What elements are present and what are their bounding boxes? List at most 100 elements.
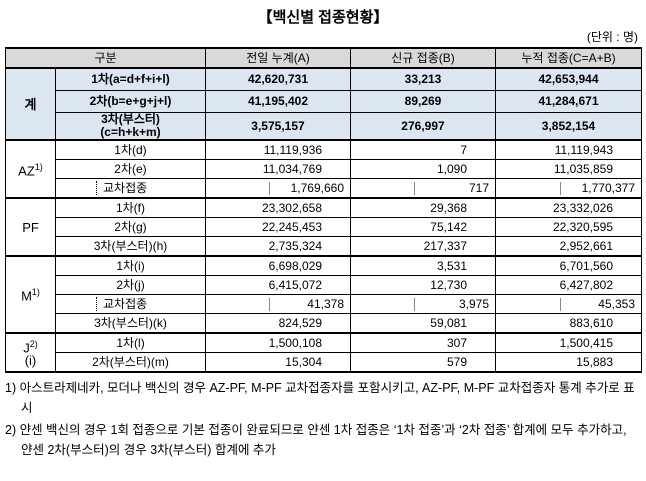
row-label: 3차(부스터) (c=h+k+m): [100, 112, 161, 139]
table-row: 교차접종 1,769,660 717 1,770,377: [6, 178, 642, 199]
row-label-cell: 1차(a=d+f+i+l): [55, 67, 206, 91]
value: 1,500,415: [559, 335, 613, 350]
row-label-cell: 2차(j): [55, 275, 206, 295]
table-row: 2차(g) 22,245,453 75,142 22,320,595: [6, 217, 642, 237]
value: 11,035,859: [553, 161, 613, 176]
value: 2,735,324: [268, 238, 322, 253]
value-cell: 42,620,731: [205, 67, 351, 91]
group-label: M: [21, 288, 32, 304]
vaccine-table: 구분 전일 누계(A) 신규 접종(B) 누적 접종(C=A+B) 계 1차(a=…: [5, 47, 642, 373]
value: 45,353: [559, 297, 635, 311]
row-label: 1차(f): [115, 200, 146, 215]
value: 22,245,453: [261, 219, 322, 234]
value: 7: [460, 142, 467, 157]
unit: (단위 : 명): [586, 30, 638, 44]
value-cell: 11,119,936: [205, 139, 351, 160]
value: 6,701,560: [559, 258, 613, 273]
value-cell: 41,195,402: [205, 90, 351, 113]
value-cell: 23,302,658: [205, 197, 351, 218]
value-cell: 42,653,944: [495, 67, 642, 91]
table-row: M1) 1차(i) 6,698,029 3,531 6,701,560: [5, 255, 642, 334]
table-row: 교차접종 41,378 3,975 45,353: [6, 294, 642, 314]
row-label: 3차(부스터)(h): [93, 238, 168, 253]
value: 6,698,029: [268, 258, 322, 273]
value: 217,337: [423, 238, 467, 253]
group-cell: PF: [5, 197, 56, 257]
value-cell: 2,735,324: [205, 236, 351, 257]
table-row: 3차(부스터) (c=h+k+m) 3,575,157 276,997 3,852,1…: [6, 112, 642, 141]
value-cell: 15,304: [205, 352, 351, 373]
value: 15,304: [285, 354, 322, 369]
value: 1,769,660: [269, 181, 344, 195]
value: 42,653,944: [538, 72, 599, 86]
group-cell: J2) (i): [5, 332, 56, 373]
table-row: 계 1차(a=d+f+i+l) 42,620,731 33,213 42,653,944: [5, 67, 642, 141]
column-header: 누적 접종(C=A+B): [495, 47, 642, 69]
row-label: 3차(부스터)(k): [94, 315, 167, 330]
header-row: 구분 전일 누계(A) 신규 접종(B) 누적 접종(C=A+B): [5, 47, 642, 69]
value: 1,500,108: [268, 335, 322, 350]
footnotes: 1) 아스트라제네카, 모더나 백신의 경우 AZ-PF, M-PF 교차접종자…: [5, 378, 641, 462]
row-label: 2차(j): [116, 277, 145, 292]
value: 3,975: [414, 297, 489, 311]
row-label: 2차(부스터)(m): [92, 354, 169, 369]
value-cell: 41,378: [205, 294, 351, 314]
value-cell: 23,332,026: [495, 197, 642, 218]
value: 276,997: [401, 118, 445, 133]
column-header: 구분: [5, 47, 206, 69]
value: 3,575,157: [251, 118, 305, 133]
value: 6,427,802: [559, 277, 613, 292]
value: 6,415,072: [268, 277, 322, 292]
value-cell: 6,415,072: [205, 275, 351, 295]
value-cell: 2,952,661: [495, 236, 642, 257]
table-row: 3차(부스터)(h) 2,735,324 217,337 2,952,661: [6, 236, 642, 257]
value: 824,529: [278, 315, 322, 330]
value-cell: 883,610: [495, 313, 642, 334]
row-label: 1차(i): [116, 258, 145, 273]
value: 11,119,943: [554, 142, 613, 157]
table-row: 2차(j) 6,415,072 12,730 6,427,802: [6, 275, 642, 295]
value: 41,378: [269, 297, 344, 311]
value-cell: 1,500,108: [205, 332, 351, 353]
value-cell: 307: [350, 332, 496, 353]
value-cell: 217,337: [350, 236, 496, 257]
value: 23,332,026: [552, 200, 613, 215]
value-cell: 45,353: [495, 294, 642, 314]
value-cell: 29,368: [350, 197, 496, 218]
value-cell: 59,081: [350, 313, 496, 334]
row-label-cell: 3차(부스터) (c=h+k+m): [55, 112, 206, 141]
value-cell: 6,698,029: [205, 255, 351, 276]
value-cell: 75,142: [350, 217, 496, 237]
table-row: 3차(부스터)(k) 824,529 59,081 883,610: [6, 313, 642, 334]
value-cell: 824,529: [205, 313, 351, 334]
row-label-cell: 교차접종: [55, 178, 206, 199]
value-cell: 3,852,154: [495, 112, 642, 141]
value: 717: [414, 181, 489, 195]
group-sub: (i): [24, 353, 37, 369]
value-cell: 33,213: [350, 67, 496, 91]
value-cell: 15,883: [495, 352, 642, 373]
row-label-cell: 교차접종: [55, 294, 206, 314]
group-cell: AZ1): [5, 139, 56, 199]
value: 1,090: [436, 161, 467, 176]
value-cell: 7: [350, 139, 496, 160]
table-row: 2차(부스터)(m) 15,304 579 15,883: [6, 352, 642, 373]
value-cell: 6,427,802: [495, 275, 642, 295]
value-cell: 1,770,377: [495, 178, 642, 199]
value-cell: 6,701,560: [495, 255, 642, 276]
value-cell: 1,090: [350, 159, 496, 179]
row-label-cell: 2차(g): [55, 217, 206, 237]
footnote: 2) 얀센 백신의 경우 1회 접종으로 기본 접종이 완료되므로 얀센 1차 …: [5, 423, 627, 457]
column-header: 신규 접종(B): [350, 47, 496, 69]
value-cell: 3,531: [350, 255, 496, 276]
group-note: 1): [34, 161, 43, 172]
value: 3,852,154: [541, 118, 596, 133]
value: 579: [446, 354, 467, 369]
value: 75,142: [430, 219, 467, 234]
footnote: 1) 아스트라제네카, 모더나 백신의 경우 AZ-PF, M-PF 교차접종자…: [5, 381, 635, 415]
value: 33,213: [404, 72, 442, 86]
value: 11,034,769: [262, 161, 322, 176]
value: 307: [446, 335, 467, 350]
value-cell: 1,769,660: [205, 178, 351, 199]
